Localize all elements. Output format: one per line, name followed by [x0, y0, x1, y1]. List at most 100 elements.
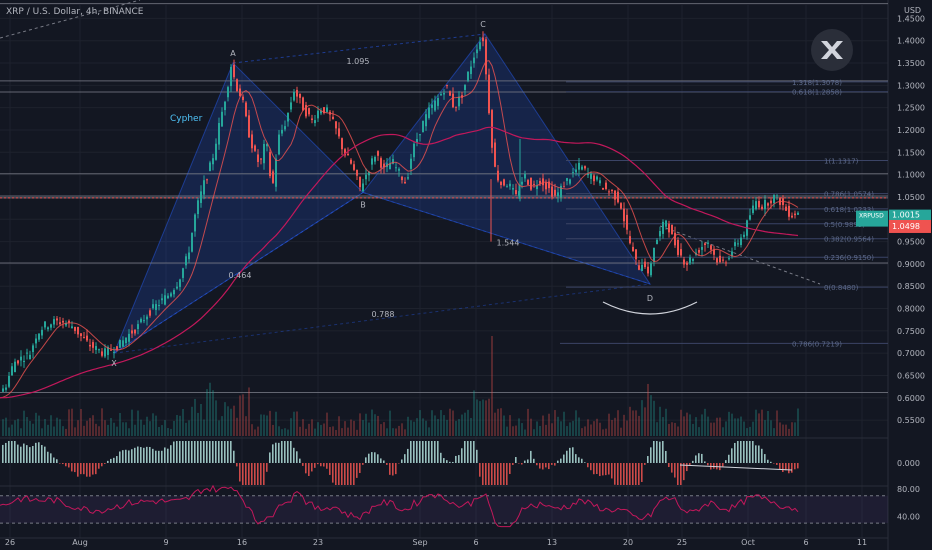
candle-body	[452, 93, 454, 108]
volume-bar	[152, 413, 154, 436]
candle-body	[794, 213, 796, 216]
oscillator-bar	[92, 463, 94, 475]
volume-bar	[389, 410, 391, 436]
oscillator-bar	[413, 441, 415, 463]
volume-bar	[332, 426, 334, 436]
oscillator-bar	[776, 463, 778, 465]
time-axis[interactable]: 26 Aug 9 16 23 Sep 6 13 20 25 Oct 6 11	[5, 538, 867, 547]
volume-bar	[251, 424, 253, 436]
oscillator-bar	[656, 441, 658, 463]
candle-body	[449, 91, 451, 96]
volume-bar	[92, 415, 94, 436]
oscillator-bar	[386, 463, 388, 465]
oscillator-bar	[794, 463, 796, 470]
rsi-pane	[0, 484, 888, 528]
price-tick-label: 0.6000	[897, 394, 925, 403]
oscillator-bar	[746, 441, 748, 463]
volume-bar	[725, 421, 727, 436]
volume-bar	[104, 420, 106, 436]
volume-bar	[377, 415, 379, 436]
oscillator-bar	[455, 455, 457, 463]
fib-label-0: 1.318(1.3078)	[792, 79, 842, 87]
volume-bar	[65, 428, 67, 436]
candle-body	[14, 361, 16, 373]
volume-bar	[2, 419, 4, 436]
volume-bar	[179, 415, 181, 436]
fib-label-7: 0.236(0.9150)	[824, 254, 874, 262]
oscillator-bar	[659, 441, 661, 463]
candle-body	[425, 114, 427, 127]
volume-bar	[404, 429, 406, 436]
oscillator-bar	[23, 443, 25, 463]
oscillator-bar	[605, 463, 607, 476]
fib-label-8: 0(0.8480)	[824, 284, 859, 292]
oscillator-bar	[158, 450, 160, 463]
pattern-point-D: D	[647, 294, 653, 303]
candle-body	[605, 182, 607, 189]
volume-bar	[437, 419, 439, 436]
candle-body	[455, 106, 457, 108]
oscillator-bar	[479, 463, 481, 477]
volume-bar	[113, 422, 115, 436]
candle-body	[431, 104, 433, 109]
oscillator-bar	[398, 463, 400, 464]
volume-bar	[365, 413, 367, 436]
oscillator-bar	[395, 463, 397, 475]
volume-bar	[182, 408, 184, 436]
oscillator-bar	[2, 444, 4, 463]
oscillator-bar	[512, 463, 514, 465]
volume-bar	[632, 410, 634, 436]
oscillator-bar	[167, 448, 169, 463]
candle-body	[410, 158, 412, 169]
candle-body	[296, 89, 298, 97]
volume-bar	[269, 410, 271, 436]
oscillator-bar	[275, 442, 277, 463]
oscillator-bar	[233, 450, 235, 463]
candle-body	[173, 290, 175, 295]
volume-bar	[686, 412, 688, 436]
price-axis[interactable]: 1.4500 1.4000 1.3500 1.3000 1.2500 1.2000 1.15…	[856, 14, 931, 521]
oscillator-bar	[602, 463, 604, 476]
candle-body	[554, 189, 556, 196]
oscillator-bar	[668, 463, 670, 468]
volume-bar	[716, 417, 718, 436]
volume-bar	[779, 422, 781, 436]
volume-bar	[248, 387, 250, 436]
candle-body	[419, 134, 421, 136]
oscillator-bar	[146, 446, 148, 463]
candle-body	[179, 279, 181, 287]
candle-body	[503, 179, 505, 186]
oscillator-bar	[590, 463, 592, 471]
candle-body	[317, 110, 319, 119]
volume-bar	[689, 414, 691, 436]
volume-bar	[308, 423, 310, 436]
volume-bar	[326, 412, 328, 436]
candle-body	[797, 212, 799, 215]
volume-bar	[47, 424, 49, 436]
candle-body	[176, 286, 178, 289]
oscillator-bar	[743, 441, 745, 463]
volume-bar	[224, 402, 226, 436]
volume-bar	[362, 420, 364, 436]
candle-body	[257, 154, 259, 163]
oscillator-bar	[677, 463, 679, 485]
candle-body	[2, 388, 4, 392]
volume-bar	[503, 415, 505, 436]
pattern-ratio-label: 1.544	[497, 238, 520, 247]
candle-body	[98, 349, 100, 351]
volume-bar	[386, 428, 388, 436]
volume-bar	[80, 408, 82, 436]
volume-bar	[626, 420, 628, 436]
volume-bar	[749, 426, 751, 436]
oscillator-bar	[77, 463, 79, 477]
oscillator-bar	[83, 463, 85, 475]
candle-body	[272, 171, 274, 183]
oscillator-bar	[458, 455, 460, 463]
oscillator-bar	[263, 463, 265, 485]
volume-bar	[476, 399, 478, 436]
candle-body	[197, 200, 199, 215]
volume-bar	[731, 413, 733, 436]
oscillator-bar	[476, 449, 478, 463]
volume-bar	[200, 403, 202, 436]
